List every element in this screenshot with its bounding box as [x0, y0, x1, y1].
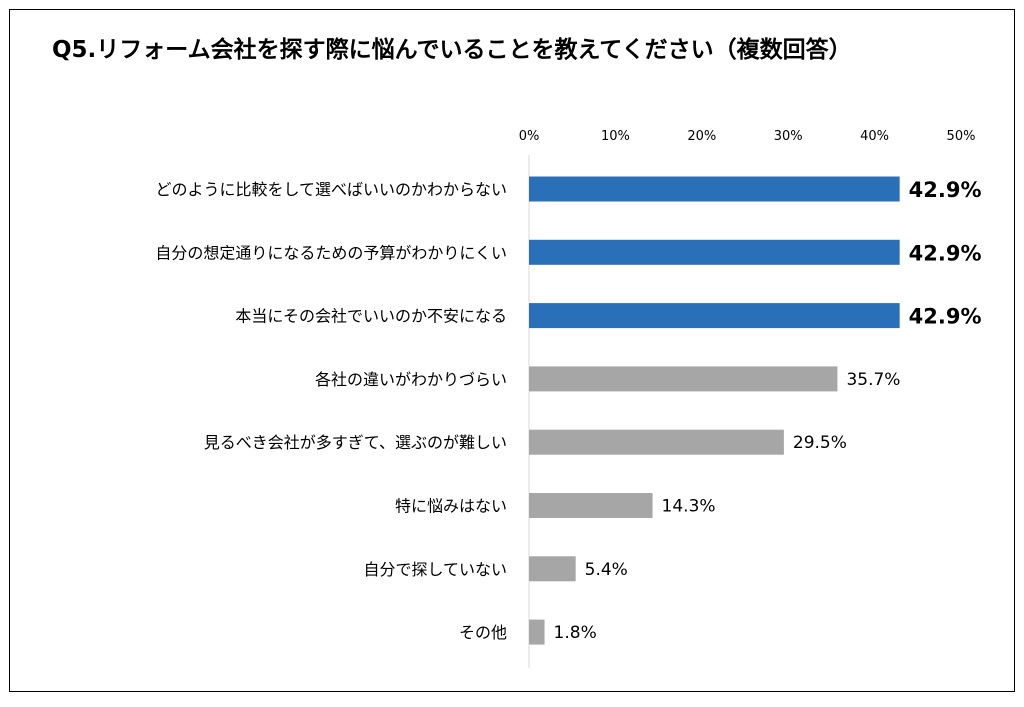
x-tick-label: 20%	[687, 129, 716, 144]
data-label: 14.3%	[662, 497, 716, 517]
bar	[529, 176, 900, 202]
x-tick-label: 30%	[774, 129, 803, 144]
data-label: 42.9%	[909, 178, 982, 202]
category-label: 見るべき会社が多すぎて、選ぶのが難しい	[204, 433, 507, 452]
category-label: その他	[459, 623, 507, 642]
bar	[529, 429, 784, 455]
chart-frame	[9, 9, 1015, 692]
category-label: 各社の違いがわかりづらい	[315, 370, 507, 389]
x-tick-label: 40%	[860, 129, 889, 144]
chart-title: Q5.リフォーム会社を探す際に悩んでいることを教えてください（複数回答）	[52, 37, 852, 63]
data-label: 35.7%	[846, 370, 900, 390]
category-label: 自分の想定通りになるための予算がわかりにくい	[155, 243, 507, 262]
category-label: どのように比較をして選べばいいのかわからない	[155, 180, 507, 199]
data-label: 42.9%	[909, 241, 982, 265]
data-label: 29.5%	[793, 433, 847, 453]
x-tick-label: 0%	[519, 129, 540, 144]
data-label: 1.8%	[554, 623, 597, 643]
bar	[529, 556, 576, 582]
bar	[529, 493, 653, 518]
bar	[529, 619, 545, 645]
bar	[529, 303, 900, 329]
bar	[529, 239, 900, 265]
x-tick-label: 50%	[947, 129, 976, 144]
category-label: 自分で探していない	[363, 560, 507, 579]
data-label: 42.9%	[909, 305, 982, 329]
category-label: 特に悩みはない	[395, 497, 507, 516]
bar	[529, 366, 838, 392]
x-tick-label: 10%	[601, 129, 630, 144]
data-label: 5.4%	[585, 560, 628, 580]
category-label: 本当にその会社でいいのか不安になる	[235, 307, 507, 326]
